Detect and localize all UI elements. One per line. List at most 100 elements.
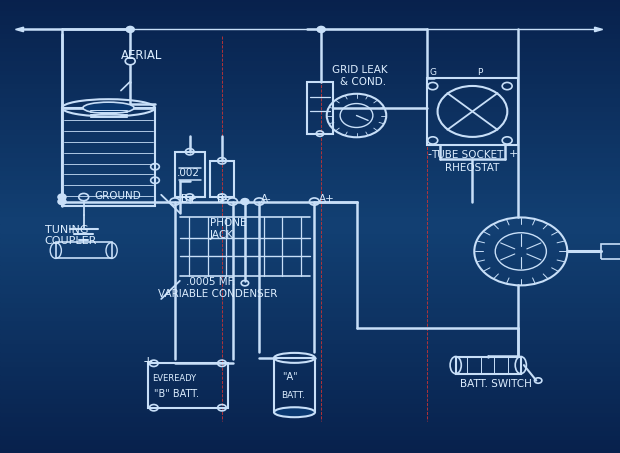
Bar xyxy=(0,320,620,325)
Bar xyxy=(0,443,620,448)
Text: "B" BATT.: "B" BATT. xyxy=(154,390,199,400)
Bar xyxy=(0,169,620,174)
Bar xyxy=(0,274,620,279)
Text: A+: A+ xyxy=(319,194,335,204)
Bar xyxy=(601,244,620,259)
Bar xyxy=(0,411,620,416)
Circle shape xyxy=(126,27,134,32)
Bar xyxy=(210,161,234,197)
Bar xyxy=(0,219,620,224)
Bar xyxy=(0,96,620,101)
Bar xyxy=(0,265,620,270)
Text: GRID LEAK: GRID LEAK xyxy=(332,65,388,75)
Bar xyxy=(0,402,620,407)
Bar xyxy=(56,242,112,258)
Bar xyxy=(0,288,620,293)
Text: B+: B+ xyxy=(181,194,197,204)
Bar xyxy=(0,123,620,128)
Text: P: P xyxy=(477,68,482,77)
Bar xyxy=(0,68,620,73)
Bar xyxy=(0,13,620,18)
Bar xyxy=(0,333,620,338)
Bar xyxy=(0,183,620,188)
Bar xyxy=(0,64,620,69)
Bar xyxy=(456,357,521,374)
Circle shape xyxy=(58,194,66,200)
Bar xyxy=(0,279,620,284)
Bar xyxy=(0,150,620,155)
Bar xyxy=(0,9,620,14)
Bar xyxy=(0,416,620,421)
Bar xyxy=(0,59,620,64)
Bar xyxy=(0,77,620,82)
Bar xyxy=(0,297,620,302)
Bar xyxy=(0,82,620,87)
Bar xyxy=(0,260,620,265)
Bar xyxy=(0,338,620,343)
Text: BATT. SWITCH: BATT. SWITCH xyxy=(460,379,532,389)
Text: RHEOSTAT: RHEOSTAT xyxy=(445,163,500,173)
Bar xyxy=(0,187,620,192)
Bar xyxy=(0,347,620,352)
Bar xyxy=(0,155,620,160)
Bar xyxy=(0,105,620,110)
Bar xyxy=(0,91,620,96)
Bar xyxy=(0,128,620,133)
Bar xyxy=(0,375,620,380)
Bar xyxy=(62,108,155,206)
Text: G: G xyxy=(430,68,436,77)
Bar xyxy=(0,27,620,32)
Text: TUNING
COUPLER: TUNING COUPLER xyxy=(45,225,97,246)
Bar xyxy=(274,358,315,412)
Bar xyxy=(0,352,620,357)
Bar xyxy=(0,137,620,142)
Bar xyxy=(427,78,518,145)
Text: AERIAL: AERIAL xyxy=(121,49,162,62)
Ellipse shape xyxy=(83,102,134,114)
Bar xyxy=(0,23,620,28)
Text: +: + xyxy=(143,355,153,367)
Bar xyxy=(0,228,620,233)
Bar xyxy=(0,110,620,115)
Bar xyxy=(0,407,620,412)
Bar xyxy=(0,357,620,361)
Bar xyxy=(0,329,620,334)
Bar xyxy=(0,343,620,348)
Bar xyxy=(0,237,620,242)
Bar xyxy=(0,366,620,371)
Bar xyxy=(0,164,620,169)
Bar xyxy=(0,393,620,398)
Bar xyxy=(0,389,620,394)
Bar xyxy=(0,87,620,92)
Circle shape xyxy=(317,27,325,32)
Text: EVEREADY: EVEREADY xyxy=(153,374,197,383)
Text: GROUND: GROUND xyxy=(94,191,141,201)
Bar xyxy=(0,425,620,430)
Bar xyxy=(0,398,620,403)
Text: & COND.: & COND. xyxy=(340,77,386,87)
Text: PHONE
JACK: PHONE JACK xyxy=(210,218,246,240)
Bar xyxy=(0,306,620,311)
Bar xyxy=(0,233,620,238)
Bar xyxy=(0,196,620,201)
Bar xyxy=(0,256,620,261)
Bar xyxy=(0,247,620,252)
Text: .0005 MF.: .0005 MF. xyxy=(186,277,235,287)
Bar xyxy=(0,41,620,46)
Bar xyxy=(0,361,620,366)
Bar xyxy=(0,146,620,151)
Bar xyxy=(0,434,620,439)
Bar xyxy=(0,206,620,211)
Bar xyxy=(0,36,620,41)
Bar xyxy=(0,324,620,329)
Bar xyxy=(0,50,620,55)
Text: A-: A- xyxy=(261,194,272,204)
Bar xyxy=(0,251,620,256)
Bar xyxy=(0,173,620,178)
Bar xyxy=(0,311,620,316)
Bar xyxy=(148,363,228,408)
Polygon shape xyxy=(16,27,24,32)
Bar xyxy=(0,192,620,197)
Bar xyxy=(0,45,620,50)
Bar xyxy=(0,302,620,307)
